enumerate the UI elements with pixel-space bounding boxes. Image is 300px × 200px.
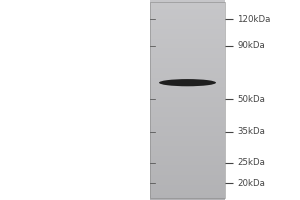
Text: 120kDa: 120kDa <box>237 15 270 24</box>
Text: 25kDa: 25kDa <box>237 158 265 167</box>
Text: 90kDa: 90kDa <box>237 41 265 50</box>
Text: 20kDa: 20kDa <box>237 179 265 188</box>
Bar <box>150 2 225 198</box>
Text: 35kDa: 35kDa <box>237 127 265 136</box>
Text: 50kDa: 50kDa <box>237 95 265 104</box>
Ellipse shape <box>159 79 216 86</box>
